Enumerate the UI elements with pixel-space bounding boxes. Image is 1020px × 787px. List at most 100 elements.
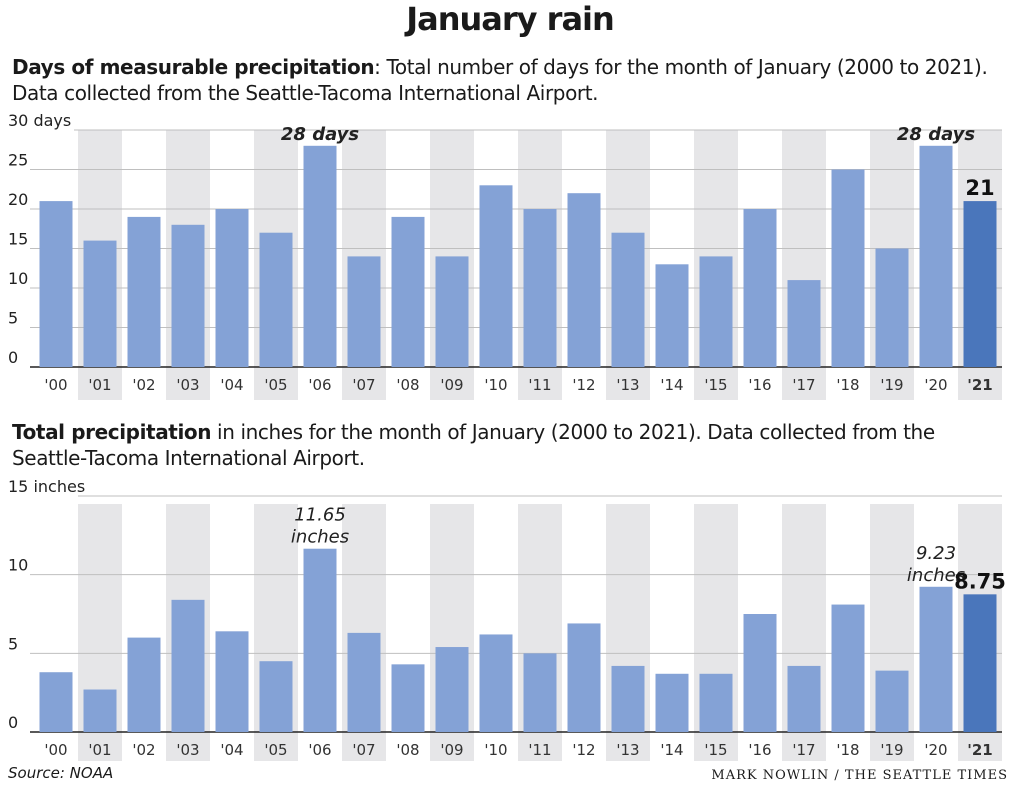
- days-annotation: 28 days: [281, 124, 360, 145]
- inches-bar: [831, 604, 865, 732]
- inches-annotation: 9.23: [916, 543, 956, 564]
- days-category-label: '04: [220, 376, 243, 394]
- inches-category-label: '18: [836, 741, 859, 759]
- days-bar: [831, 169, 865, 367]
- inches-bar: [963, 594, 997, 732]
- days-category-label: '18: [836, 376, 859, 394]
- days-bar: [215, 209, 249, 367]
- days-category-label: '12: [572, 376, 595, 394]
- inches-bar: [919, 586, 953, 732]
- days-ytick-label: 15: [8, 230, 28, 249]
- days-bar: [391, 216, 425, 367]
- chart1-description-bold: Days of measurable precipitation: [12, 55, 375, 79]
- inches-bar: [171, 599, 205, 732]
- inches-bar: [611, 665, 645, 732]
- days-category-label: '13: [616, 376, 639, 394]
- inches-category-label: '15: [704, 741, 727, 759]
- inches-category-label: '06: [308, 741, 331, 759]
- days-category-label: '09: [440, 376, 463, 394]
- inches-category-label: '11: [528, 741, 551, 759]
- inches-bar: [303, 548, 337, 732]
- days-bar: [303, 145, 337, 367]
- days-ytick-label: 25: [8, 151, 28, 170]
- days-ytick-label: 0: [8, 348, 18, 367]
- days-category-label: '17: [792, 376, 815, 394]
- days-category-label: '15: [704, 376, 727, 394]
- inches-category-label: '03: [176, 741, 199, 759]
- days-ytick-label: 30 days: [8, 111, 71, 130]
- inches-category-label: '01: [88, 741, 111, 759]
- inches-category-label: '09: [440, 741, 463, 759]
- inches-bar: [347, 632, 381, 732]
- days-value-label: 21: [965, 176, 994, 200]
- inches-category-label: '12: [572, 741, 595, 759]
- inches-category-label: '19: [880, 741, 903, 759]
- days-bar: [699, 256, 733, 367]
- inches-annotation: inches: [907, 565, 965, 586]
- inches-ytick-label: 0: [8, 713, 18, 732]
- source-note: Source: NOAA: [8, 764, 114, 782]
- inches-bar: [787, 665, 821, 732]
- days-bar: [787, 280, 821, 367]
- days-bar: [743, 209, 777, 367]
- inches-category-label: '20: [924, 741, 947, 759]
- days-category-label: '00: [44, 376, 67, 394]
- days-bar: [875, 248, 909, 367]
- days-ytick-label: 5: [8, 309, 18, 328]
- inches-ytick-label: 15 inches: [8, 478, 85, 496]
- inches-bar: [259, 661, 293, 732]
- chart2-description: Total precipitation in inches for the mo…: [12, 419, 1012, 471]
- days-category-label: '14: [660, 376, 683, 394]
- days-category-label: '20: [924, 376, 947, 394]
- days-bar: [567, 193, 601, 367]
- inches-bar: [215, 631, 249, 732]
- inches-annotation: 11.65: [294, 505, 346, 526]
- inches-value-label: 8.75: [954, 569, 1006, 593]
- chart2-description-text: in inches for the month of January (2000…: [12, 420, 935, 470]
- inches-category-label: '17: [792, 741, 815, 759]
- days-precipitation-chart: 0 5 10 15 20 25 30 days '00 '01 '02 '03 '04 '05 '06 '0…: [8, 111, 1002, 400]
- days-ytick-label: 20: [8, 190, 28, 209]
- inches-bar: [479, 634, 513, 732]
- days-category-label: '19: [880, 376, 903, 394]
- days-bar: [171, 224, 205, 367]
- inches-bar: [83, 689, 117, 732]
- inches-category-label: '04: [220, 741, 243, 759]
- days-bar: [39, 201, 73, 367]
- days-bar: [919, 145, 953, 367]
- days-bar: [523, 209, 557, 367]
- inches-category-label: '07: [352, 741, 375, 759]
- chart1-description: Days of measurable precipitation: Total …: [12, 54, 1012, 106]
- inches-bar: [435, 647, 469, 732]
- inches-ytick-label: 5: [8, 634, 18, 653]
- days-category-label: '21: [967, 376, 992, 394]
- days-ytick-label: 10: [8, 269, 28, 288]
- inches-bar: [127, 637, 161, 732]
- days-bar: [963, 201, 997, 367]
- inches-bar: [655, 673, 689, 732]
- days-category-label: '10: [484, 376, 507, 394]
- inches-annotation: inches: [291, 527, 349, 548]
- days-bar: [83, 240, 117, 367]
- days-bar: [479, 185, 513, 367]
- days-category-label: '16: [748, 376, 771, 394]
- days-bar: [611, 232, 645, 367]
- days-bar: [347, 256, 381, 367]
- days-bar: [127, 216, 161, 367]
- chart1-description-text: : Total number of days for the month of …: [12, 55, 988, 105]
- total-precipitation-chart: 0 5 10 15 inches '00 '01 '02 '03 '04 '05 '06 '07 '08…: [8, 478, 1006, 761]
- inches-bar: [567, 623, 601, 732]
- days-category-label: '05: [264, 376, 287, 394]
- inches-category-label: '08: [396, 741, 419, 759]
- days-category-label: '03: [176, 376, 199, 394]
- days-category-label: '11: [528, 376, 551, 394]
- inches-category-label: '02: [132, 741, 155, 759]
- inches-bar: [391, 664, 425, 732]
- inches-bar: [699, 673, 733, 732]
- days-category-label: '08: [396, 376, 419, 394]
- inches-category-label: '00: [44, 741, 67, 759]
- inches-category-label: '21: [967, 741, 992, 759]
- inches-bar: [523, 653, 557, 732]
- inches-category-label: '16: [748, 741, 771, 759]
- credit-line: MARK NOWLIN / THE SEATTLE TIMES: [711, 768, 1008, 783]
